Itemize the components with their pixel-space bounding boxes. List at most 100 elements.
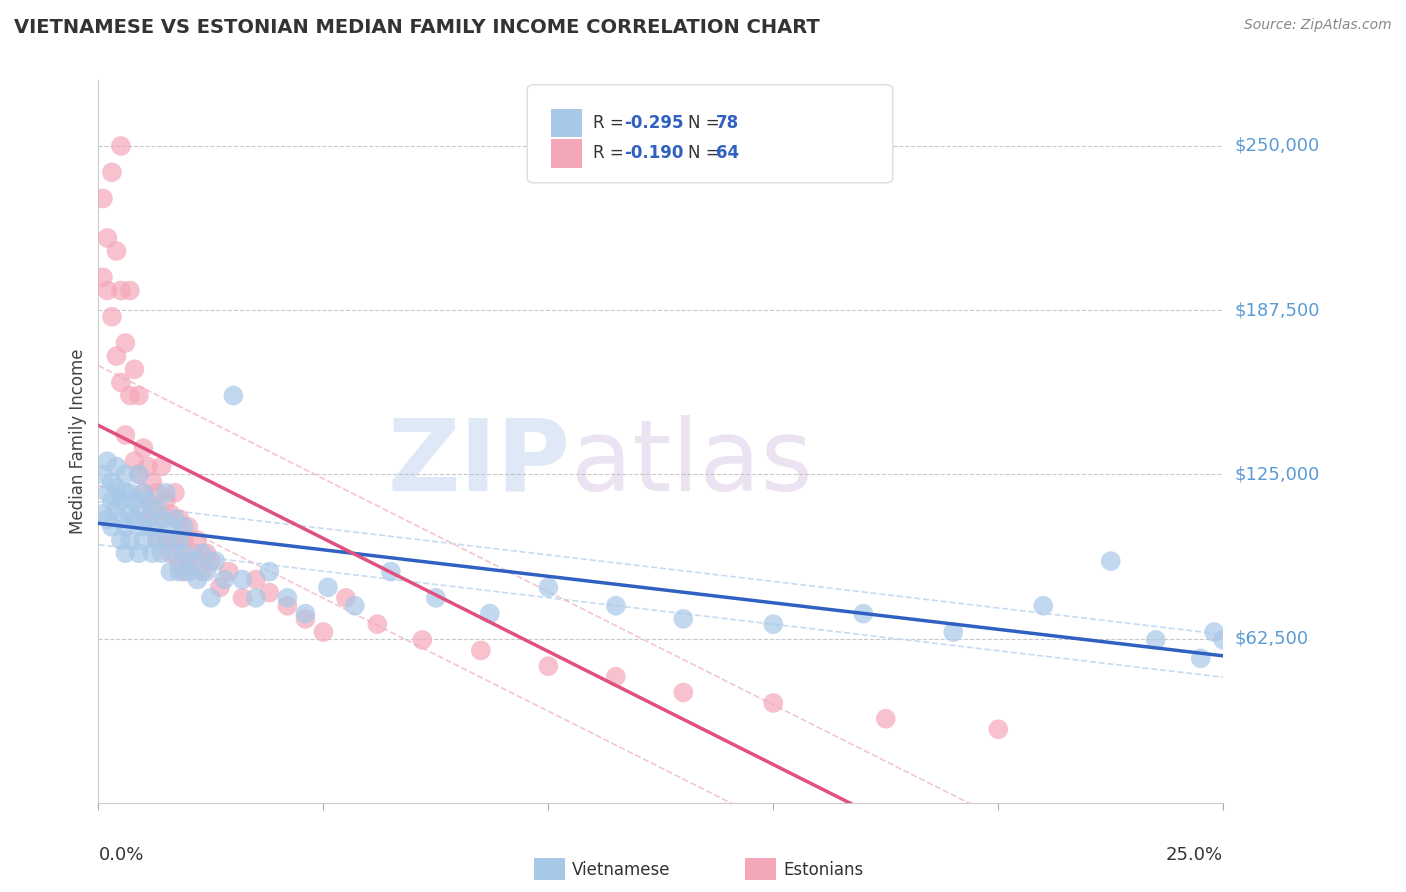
Point [294,612,316,626]
Point [91,507,114,521]
Point [169,565,191,579]
Point [169,533,191,547]
Point [136,493,159,508]
Text: R =: R = [593,114,630,132]
Point [96,512,118,526]
Point [105,481,128,495]
Text: N =: N = [688,114,724,132]
Point [132,533,155,547]
Point [101,165,124,179]
Point [136,512,159,526]
Point [146,485,169,500]
Point [177,554,200,568]
Point [259,585,281,599]
Point [218,565,240,579]
Text: -0.295: -0.295 [624,114,683,132]
Point [942,625,965,640]
Point [132,485,155,500]
Text: $187,500: $187,500 [1234,301,1320,319]
Point [91,467,114,482]
Point [114,467,136,482]
Point [380,565,402,579]
Point [294,607,316,621]
Point [276,591,298,605]
Point [150,512,173,526]
Point [110,139,132,153]
Point [114,546,136,560]
Point [124,512,146,526]
Point [470,643,492,657]
Point [177,520,200,534]
Point [146,533,169,547]
Point [222,388,245,402]
Point [245,573,267,587]
Point [132,485,155,500]
Text: 64: 64 [716,145,738,162]
Point [105,459,128,474]
Point [110,493,132,508]
Point [105,349,128,363]
Point [173,533,195,547]
Point [118,284,141,298]
Point [169,512,191,526]
Point [101,520,124,534]
Point [312,625,335,640]
Point [141,501,163,516]
Point [1099,554,1122,568]
Point [169,559,191,574]
Point [173,546,195,560]
Text: VIETNAMESE VS ESTONIAN MEDIAN FAMILY INCOME CORRELATION CHART: VIETNAMESE VS ESTONIAN MEDIAN FAMILY INC… [14,18,820,37]
Point [146,533,169,547]
Text: 25.0%: 25.0% [1166,847,1223,864]
Point [96,231,118,245]
Point [672,685,695,699]
Point [110,512,132,526]
Point [411,632,433,647]
Point [118,533,141,547]
Point [159,565,181,579]
Point [181,546,204,560]
Point [245,591,267,605]
Point [259,565,281,579]
Point [114,520,136,534]
Point [136,512,159,526]
Point [114,485,136,500]
Point [128,467,150,482]
Point [150,546,173,560]
Point [124,454,146,468]
Point [105,501,128,516]
Point [159,546,181,560]
Point [155,485,177,500]
Point [276,599,298,613]
Point [875,712,897,726]
Point [1189,651,1212,665]
Point [177,565,200,579]
Point [316,580,339,594]
Point [110,284,132,298]
Point [124,493,146,508]
Point [141,520,163,534]
Point [672,612,695,626]
Point [191,546,214,560]
Point [204,554,226,568]
Point [96,284,118,298]
Point [425,591,447,605]
Point [128,467,150,482]
Text: N =: N = [688,145,724,162]
Text: 78: 78 [716,114,738,132]
Point [105,244,128,258]
Point [118,507,141,521]
Point [96,454,118,468]
Point [150,512,173,526]
Point [110,533,132,547]
Point [124,362,146,376]
Point [173,565,195,579]
Point [186,533,208,547]
Text: $62,500: $62,500 [1234,630,1309,648]
Point [155,533,177,547]
Point [163,512,186,526]
Point [150,459,173,474]
Point [110,376,132,390]
Point [852,607,875,621]
Text: Vietnamese: Vietnamese [572,861,671,879]
